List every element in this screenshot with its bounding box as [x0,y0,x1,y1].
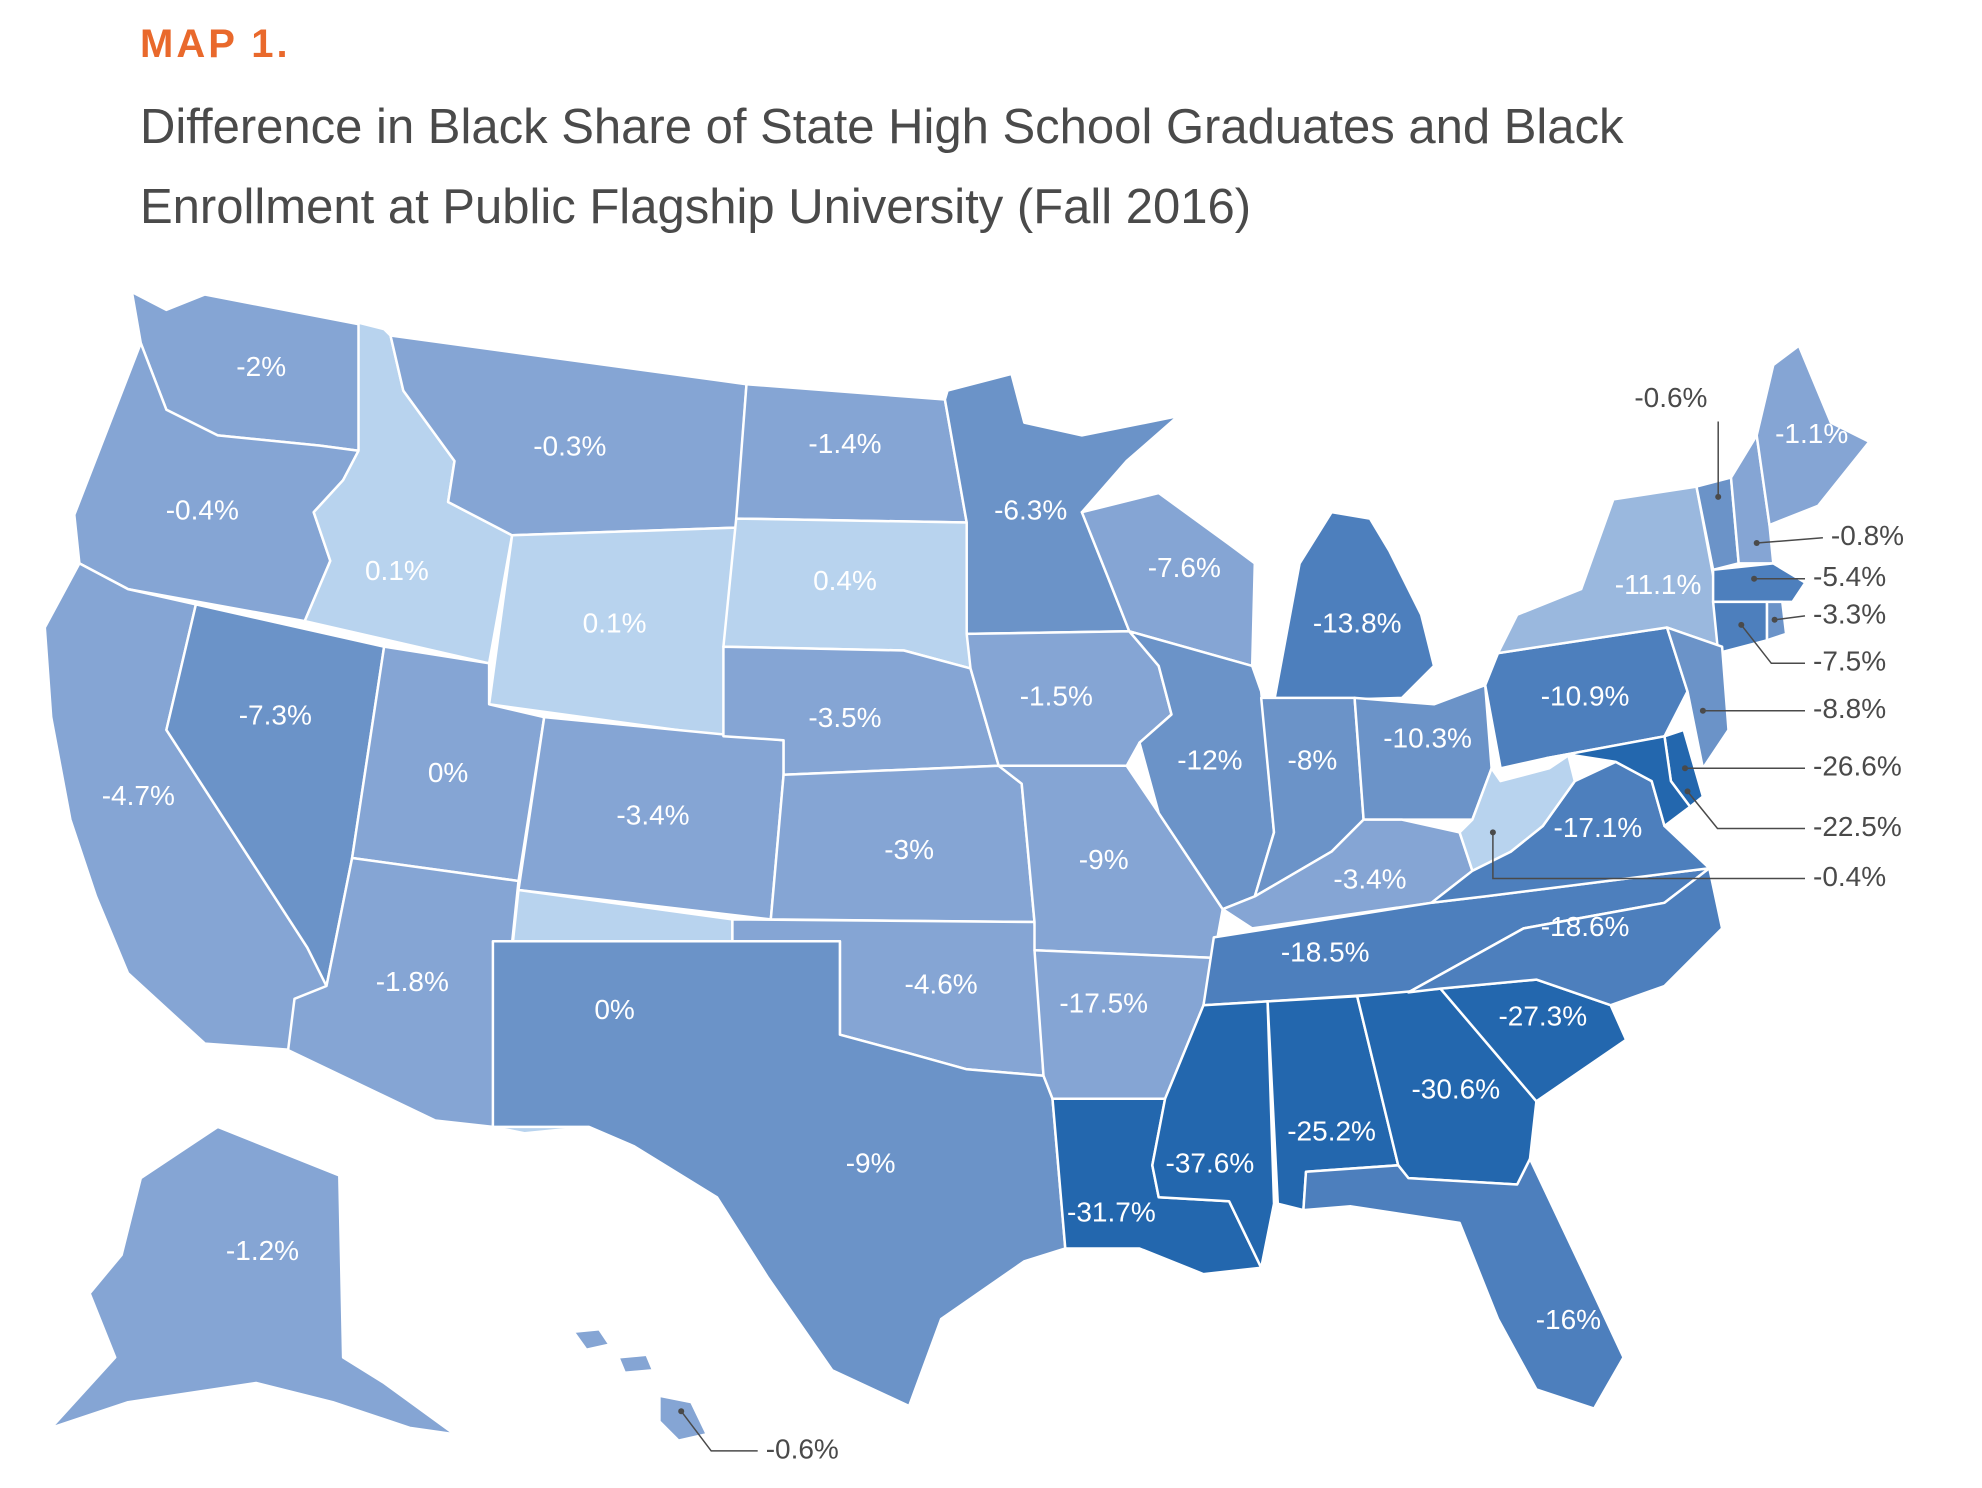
map-kicker: MAP 1. [140,22,291,66]
state-label-co: -3.4% [616,799,689,830]
state-label-va: -17.1% [1554,812,1643,843]
state-label-nc: -18.6% [1541,911,1630,942]
state-label-ms: -37.6% [1166,1148,1255,1179]
state-label-id: 0.1% [365,555,429,586]
state-label-ga: -30.6% [1411,1073,1500,1104]
state-md [1545,735,1692,828]
callout-line-nh [1756,537,1823,544]
state-nh [1729,434,1775,565]
state-label-nm: 0% [594,994,634,1025]
state-label-ma: -5.4% [1813,561,1886,592]
callout-dot-hi [678,1408,685,1415]
state-label-vt: -0.6% [1634,382,1707,413]
state-tx [491,939,1067,1408]
callout-leaders [678,421,1823,1452]
state-label-nd: -1.4% [808,428,881,459]
callout-dot-nh [1753,540,1760,546]
state-ak [49,1125,456,1436]
state-shapes [43,290,1871,1442]
state-label-ks: -3% [884,834,934,865]
state-ma [1711,562,1807,604]
state-wi [1080,491,1257,668]
callout-line-md [1686,790,1805,830]
state-label-az: -1.8% [376,966,449,997]
state-label-hi: -0.6% [766,1433,839,1464]
state-label-ne: -3.5% [808,702,881,733]
state-ms [1151,1000,1276,1269]
callout-dot-ma [1751,575,1758,582]
state-label-mn: -6.3% [994,495,1067,526]
state-fl [1302,1157,1625,1410]
state-hi [572,1327,709,1442]
callout-line-hi [680,1410,758,1452]
state-nc [1407,866,1724,1007]
state-label-la: -31.7% [1067,1196,1156,1227]
state-label-wi: -7.6% [1148,552,1221,583]
map-title: Difference in Black Share of State High … [140,87,1840,247]
callout-dot-wv [1489,829,1496,836]
callout-dot-ri [1771,616,1778,623]
callout-dot-de [1682,765,1688,772]
map-header: MAP 1. Difference in Black Share of Stat… [140,22,1840,247]
state-label-il: -12% [1177,744,1242,775]
state-label-or: -0.4% [166,495,239,526]
state-label-ri: -3.3% [1813,598,1886,629]
state-label-sc: -27.3% [1498,1000,1587,1031]
callout-dot-vt [1715,493,1722,500]
state-label-al: -25.2% [1287,1116,1376,1147]
state-nj [1665,626,1730,770]
state-label-wv: -0.4% [1813,861,1886,892]
state-label-ct: -7.5% [1813,646,1886,677]
state-label-md: -22.5% [1813,811,1902,842]
state-label-ut: 0% [428,757,468,788]
state-label-in: -8% [1288,744,1338,775]
state-label-ia: -1.5% [1020,680,1093,711]
state-label-ca: -4.7% [102,780,175,811]
callout-line-wv [1492,832,1805,880]
state-label-ny: -11.1% [1615,569,1702,600]
state-label-sd: 0.4% [813,565,877,596]
state-label-nj: -8.8% [1813,693,1886,724]
state-label-oh: -10.3% [1383,723,1472,754]
state-label-mt: -0.3% [533,431,606,462]
callout-line-ct [1740,624,1805,665]
state-label-ok: -4.6% [905,968,978,999]
state-label-nv: -7.3% [239,699,312,730]
state-label-tn: -18.5% [1281,936,1370,967]
callout-line-ri [1774,615,1806,621]
state-me [1755,344,1871,527]
state-label-nh: -0.8% [1831,520,1904,551]
state-label-de: -26.6% [1813,751,1902,782]
state-label-ak: -1.2% [226,1235,299,1266]
state-label-ky: -3.4% [1333,863,1406,894]
callout-dot-nj [1699,707,1706,714]
state-label-fl: -16% [1536,1304,1601,1335]
state-label-ar: -17.5% [1059,988,1148,1019]
state-label-pa: -10.9% [1541,680,1630,711]
callout-dot-ct [1738,621,1745,628]
state-label-mi: -13.8% [1313,607,1402,638]
state-label-me: -1.1% [1775,418,1848,449]
map-title-line-1: Difference in Black Share of State High … [140,100,1624,154]
state-value-labels: -2% -0.4% -4.7% -7.3% 0.1% -0.3% 0.1% 0% -1.8% -3… [102,351,1904,1464]
map-title-line-2: Enrollment at Public Flagship University… [140,180,1252,234]
callout-dot-md [1684,788,1691,795]
state-label-wy: 0.1% [583,607,647,638]
state-label-tx: -9% [846,1148,896,1179]
state-label-mo: -9% [1079,844,1129,875]
state-label-wa: -2% [236,351,286,382]
